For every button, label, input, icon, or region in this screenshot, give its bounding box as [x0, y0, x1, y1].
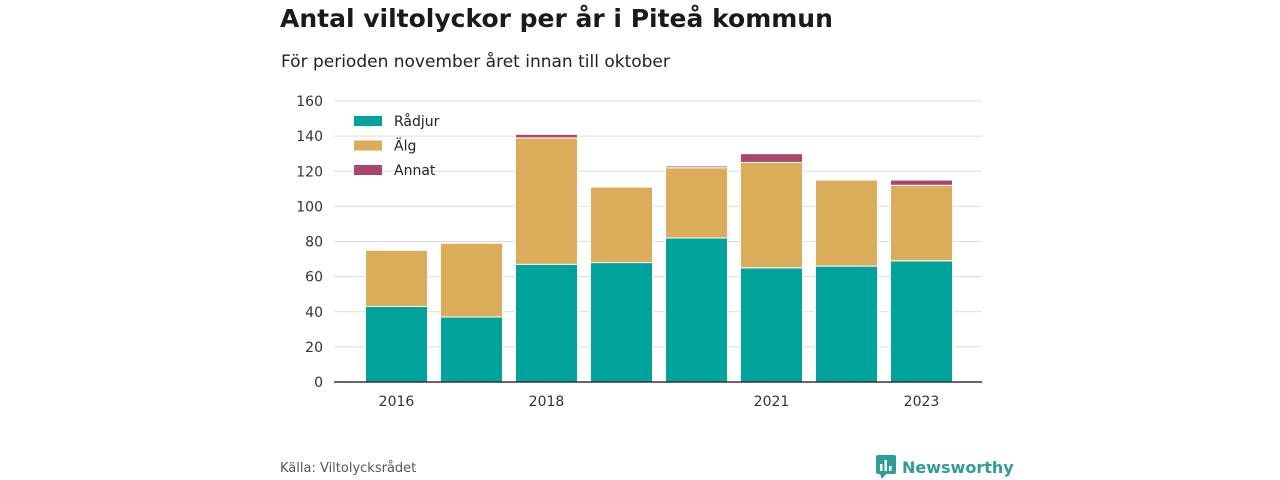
y-tick-label: 100 — [296, 199, 323, 215]
bar-segment-älg — [665, 167, 728, 239]
brand-name: Newsworthy — [902, 457, 1014, 477]
bar-segment-älg — [890, 184, 953, 262]
bar-segment-rådjur — [440, 316, 503, 383]
bar-segment-annat — [515, 133, 578, 139]
bar-segment-älg — [815, 179, 878, 267]
bar-segment-rådjur — [665, 237, 728, 383]
y-tick-label: 40 — [305, 305, 323, 321]
legend-label: Älg — [394, 137, 416, 155]
bar-segment-rådjur — [890, 260, 953, 383]
bar-segment-älg — [740, 161, 803, 269]
newsworthy-icon — [876, 455, 896, 479]
legend-label: Annat — [394, 163, 436, 179]
chart-title: Antal viltolyckor per år i Piteå kommun — [280, 4, 833, 33]
bar-segment-rådjur — [815, 265, 878, 383]
bar-segment-rådjur — [515, 263, 578, 383]
bar-segment-älg — [440, 242, 503, 318]
bar-segment-rådjur — [365, 305, 428, 383]
x-tick-label: 2021 — [754, 394, 790, 410]
brand-logo[interactable]: Newsworthy — [876, 455, 1014, 479]
y-tick-label: 80 — [305, 235, 323, 251]
x-tick-label: 2018 — [529, 394, 565, 410]
source-note: Källa: Viltolycksrådet — [280, 461, 417, 476]
y-tick-label: 60 — [305, 270, 323, 286]
bar-segment-annat — [890, 179, 953, 186]
bar-segment-älg — [515, 137, 578, 265]
chart-subtitle: För perioden november året innan till ok… — [281, 52, 670, 72]
y-tick-label: 20 — [305, 340, 323, 356]
y-tick-label: 160 — [296, 94, 323, 110]
legend-label: Rådjur — [394, 113, 440, 130]
bar-segment-rådjur — [590, 262, 653, 383]
y-tick-label: 140 — [296, 129, 323, 145]
bar-segment-älg — [365, 249, 428, 307]
bar-segment-annat — [665, 165, 728, 169]
bar-segment-rådjur — [740, 267, 803, 383]
y-tick-label: 0 — [314, 375, 323, 391]
bar-segment-annat — [740, 153, 803, 163]
legend-swatch — [354, 140, 382, 151]
legend-swatch — [354, 116, 382, 126]
x-tick-label: 2023 — [904, 394, 940, 410]
legend-swatch — [354, 165, 382, 175]
bar-segment-älg — [590, 186, 653, 264]
x-tick-label: 2016 — [379, 394, 415, 410]
y-tick-label: 120 — [296, 164, 323, 180]
